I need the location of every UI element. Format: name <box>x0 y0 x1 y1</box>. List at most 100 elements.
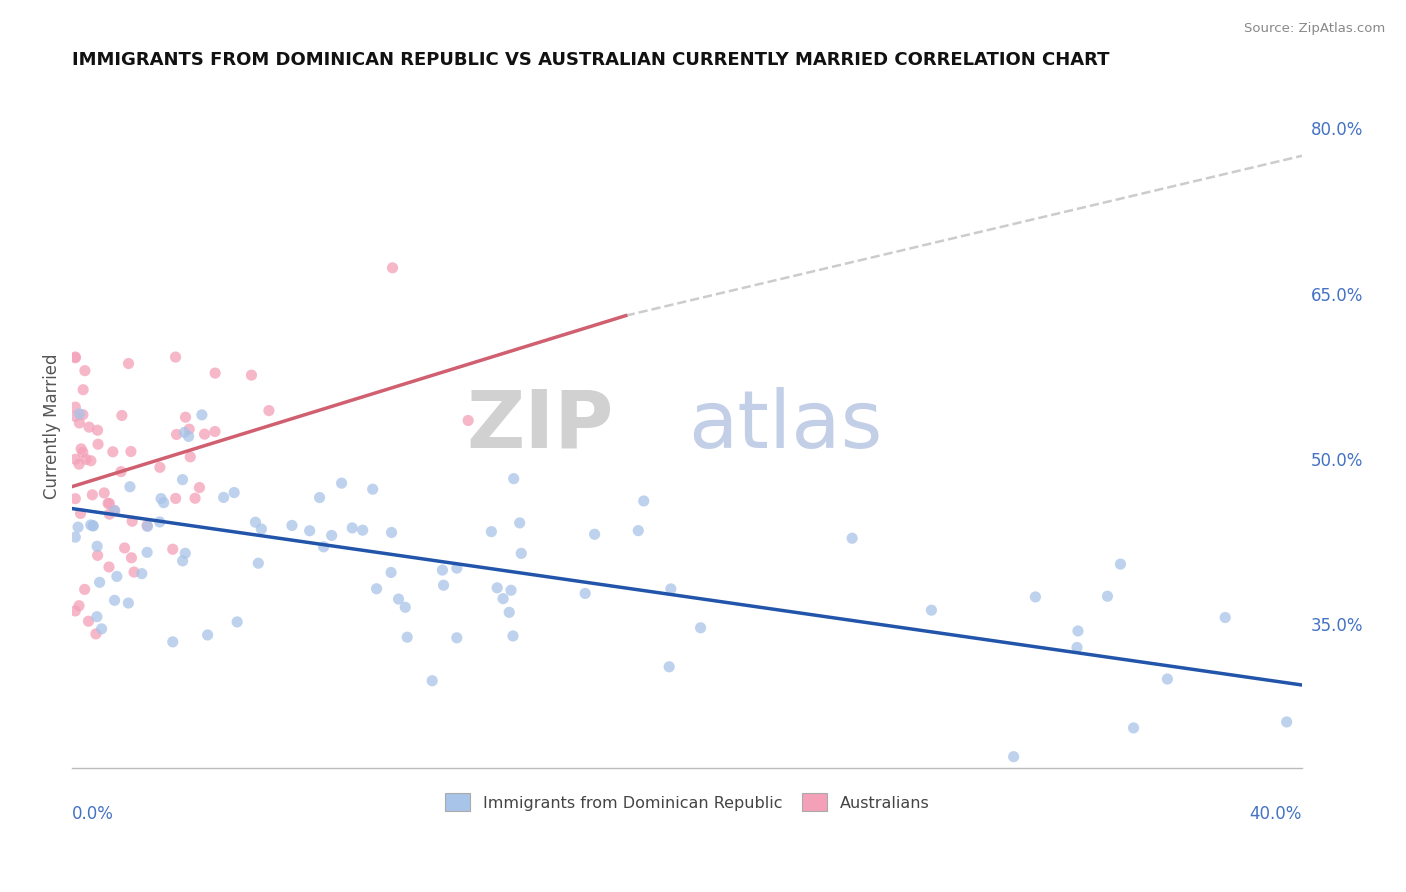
Point <box>1097 589 1119 603</box>
Point <box>510 546 533 560</box>
Point <box>80 454 103 468</box>
Point <box>250 522 273 536</box>
Point <box>502 472 524 486</box>
Point <box>381 260 404 275</box>
Point <box>149 515 172 529</box>
Point <box>162 542 184 557</box>
Point <box>298 524 321 538</box>
Point <box>191 408 214 422</box>
Point <box>420 673 443 688</box>
Point <box>89 575 111 590</box>
Point <box>380 525 402 540</box>
Point <box>152 496 174 510</box>
Point <box>117 357 139 371</box>
Point <box>658 660 681 674</box>
Point <box>149 460 172 475</box>
Point <box>101 444 124 458</box>
Point <box>72 445 94 459</box>
Point <box>82 518 104 533</box>
Point <box>120 444 142 458</box>
Point <box>90 622 112 636</box>
Point <box>281 518 304 533</box>
Point <box>165 350 187 364</box>
Point <box>492 591 515 606</box>
Point <box>342 521 364 535</box>
Point <box>396 630 419 644</box>
Legend: Immigrants from Dominican Republic, Australians: Immigrants from Dominican Republic, Aust… <box>439 787 936 818</box>
Point <box>65 350 87 364</box>
Point <box>204 425 226 439</box>
Point <box>69 407 91 421</box>
Point <box>1002 749 1025 764</box>
Point <box>197 628 219 642</box>
Point <box>633 494 655 508</box>
Point <box>1275 714 1298 729</box>
Point <box>1122 721 1144 735</box>
Point <box>479 524 502 539</box>
Point <box>165 491 187 506</box>
Point <box>131 566 153 581</box>
Point <box>67 457 90 471</box>
Point <box>98 507 121 521</box>
Point <box>80 518 103 533</box>
Point <box>122 565 145 579</box>
Point <box>380 566 402 580</box>
Point <box>97 496 120 510</box>
Point <box>179 422 201 436</box>
Point <box>920 603 942 617</box>
Point <box>75 452 97 467</box>
Point <box>73 364 96 378</box>
Point <box>105 569 128 583</box>
Point <box>65 604 87 618</box>
Point <box>394 600 416 615</box>
Point <box>574 586 596 600</box>
Point <box>114 541 136 555</box>
Point <box>583 527 606 541</box>
Point <box>73 582 96 597</box>
Point <box>67 416 90 430</box>
Point <box>82 488 104 502</box>
Text: IMMIGRANTS FROM DOMINICAN REPUBLIC VS AUSTRALIAN CURRENTLY MARRIED CORRELATION C: IMMIGRANTS FROM DOMINICAN REPUBLIC VS AU… <box>72 51 1109 69</box>
Text: ZIP: ZIP <box>465 387 613 465</box>
Point <box>136 518 159 533</box>
Point <box>86 539 108 553</box>
Point <box>627 524 650 538</box>
Point <box>72 383 94 397</box>
Point <box>312 540 335 554</box>
Y-axis label: Currently Married: Currently Married <box>44 353 60 499</box>
Point <box>446 561 468 575</box>
Point <box>1024 590 1046 604</box>
Point <box>173 425 195 440</box>
Point <box>110 465 132 479</box>
Point <box>204 366 226 380</box>
Point <box>174 546 197 560</box>
Point <box>121 514 143 528</box>
Point <box>174 410 197 425</box>
Point <box>65 400 87 414</box>
Point <box>87 437 110 451</box>
Point <box>457 413 479 427</box>
Point <box>245 515 267 529</box>
Point <box>150 491 173 506</box>
Point <box>72 408 94 422</box>
Point <box>120 550 142 565</box>
Point <box>162 635 184 649</box>
Point <box>509 516 531 530</box>
Point <box>77 614 100 628</box>
Point <box>366 582 388 596</box>
Text: atlas: atlas <box>689 387 883 465</box>
Point <box>172 473 194 487</box>
Point <box>240 368 263 383</box>
Point <box>432 578 454 592</box>
Point <box>498 605 520 619</box>
Point <box>93 486 115 500</box>
Point <box>98 496 121 510</box>
Text: Source: ZipAtlas.com: Source: ZipAtlas.com <box>1244 22 1385 36</box>
Point <box>67 520 90 534</box>
Point <box>86 423 108 437</box>
Point <box>69 507 91 521</box>
Point <box>1067 624 1090 638</box>
Point <box>247 556 270 570</box>
Point <box>1066 640 1088 655</box>
Point <box>166 427 188 442</box>
